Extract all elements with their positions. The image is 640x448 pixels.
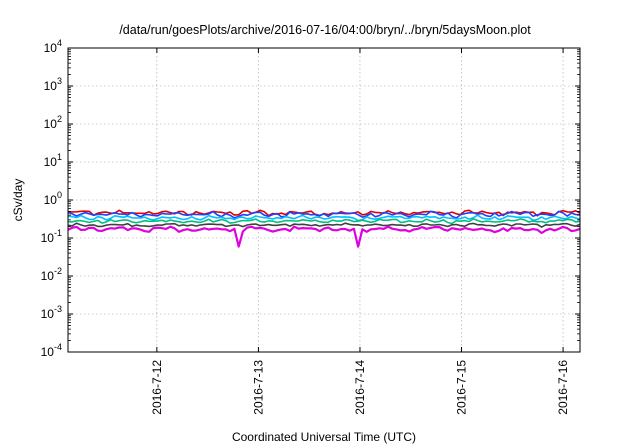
- series-layer: [67, 209, 581, 248]
- y-tick-label: 10-2: [41, 266, 62, 283]
- grid: [68, 48, 580, 352]
- y-axis: 10-4 10-3 10-2 10-1 100 101 102 103 104: [41, 38, 580, 359]
- series-line: [67, 210, 581, 219]
- y-tick-label: 10-4: [41, 342, 62, 359]
- y-tick-label: 101: [44, 152, 62, 169]
- y-tick-label: 103: [44, 76, 62, 93]
- series-line: [67, 225, 581, 248]
- series-line: [68, 218, 581, 225]
- x-tick-label: 2016-7-16: [556, 360, 570, 415]
- x-axis: 2016-7-12 2016-7-13 2016-7-14 2016-7-15 2016…: [150, 48, 570, 415]
- y-tick-label: 100: [44, 190, 62, 207]
- x-tick-label: 2016-7-14: [353, 360, 367, 415]
- y-tick-label: 10-3: [41, 304, 62, 321]
- x-axis-label: Coordinated Universal Time (UTC): [232, 430, 416, 444]
- y-axis-label: cSv/day: [11, 179, 25, 222]
- series-line: [67, 214, 581, 222]
- x-tick-label: 2016-7-12: [150, 360, 164, 415]
- x-tick-label: 2016-7-15: [455, 360, 469, 415]
- y-tick-label: 102: [44, 114, 62, 131]
- chart-title: /data/run/goesPlots/archive/2016-07-16/0…: [119, 23, 531, 37]
- y-tick-label: 10-1: [41, 228, 62, 245]
- x-tick-label: 2016-7-13: [251, 360, 265, 415]
- series-line: [67, 222, 581, 228]
- y-tick-label: 104: [44, 38, 62, 55]
